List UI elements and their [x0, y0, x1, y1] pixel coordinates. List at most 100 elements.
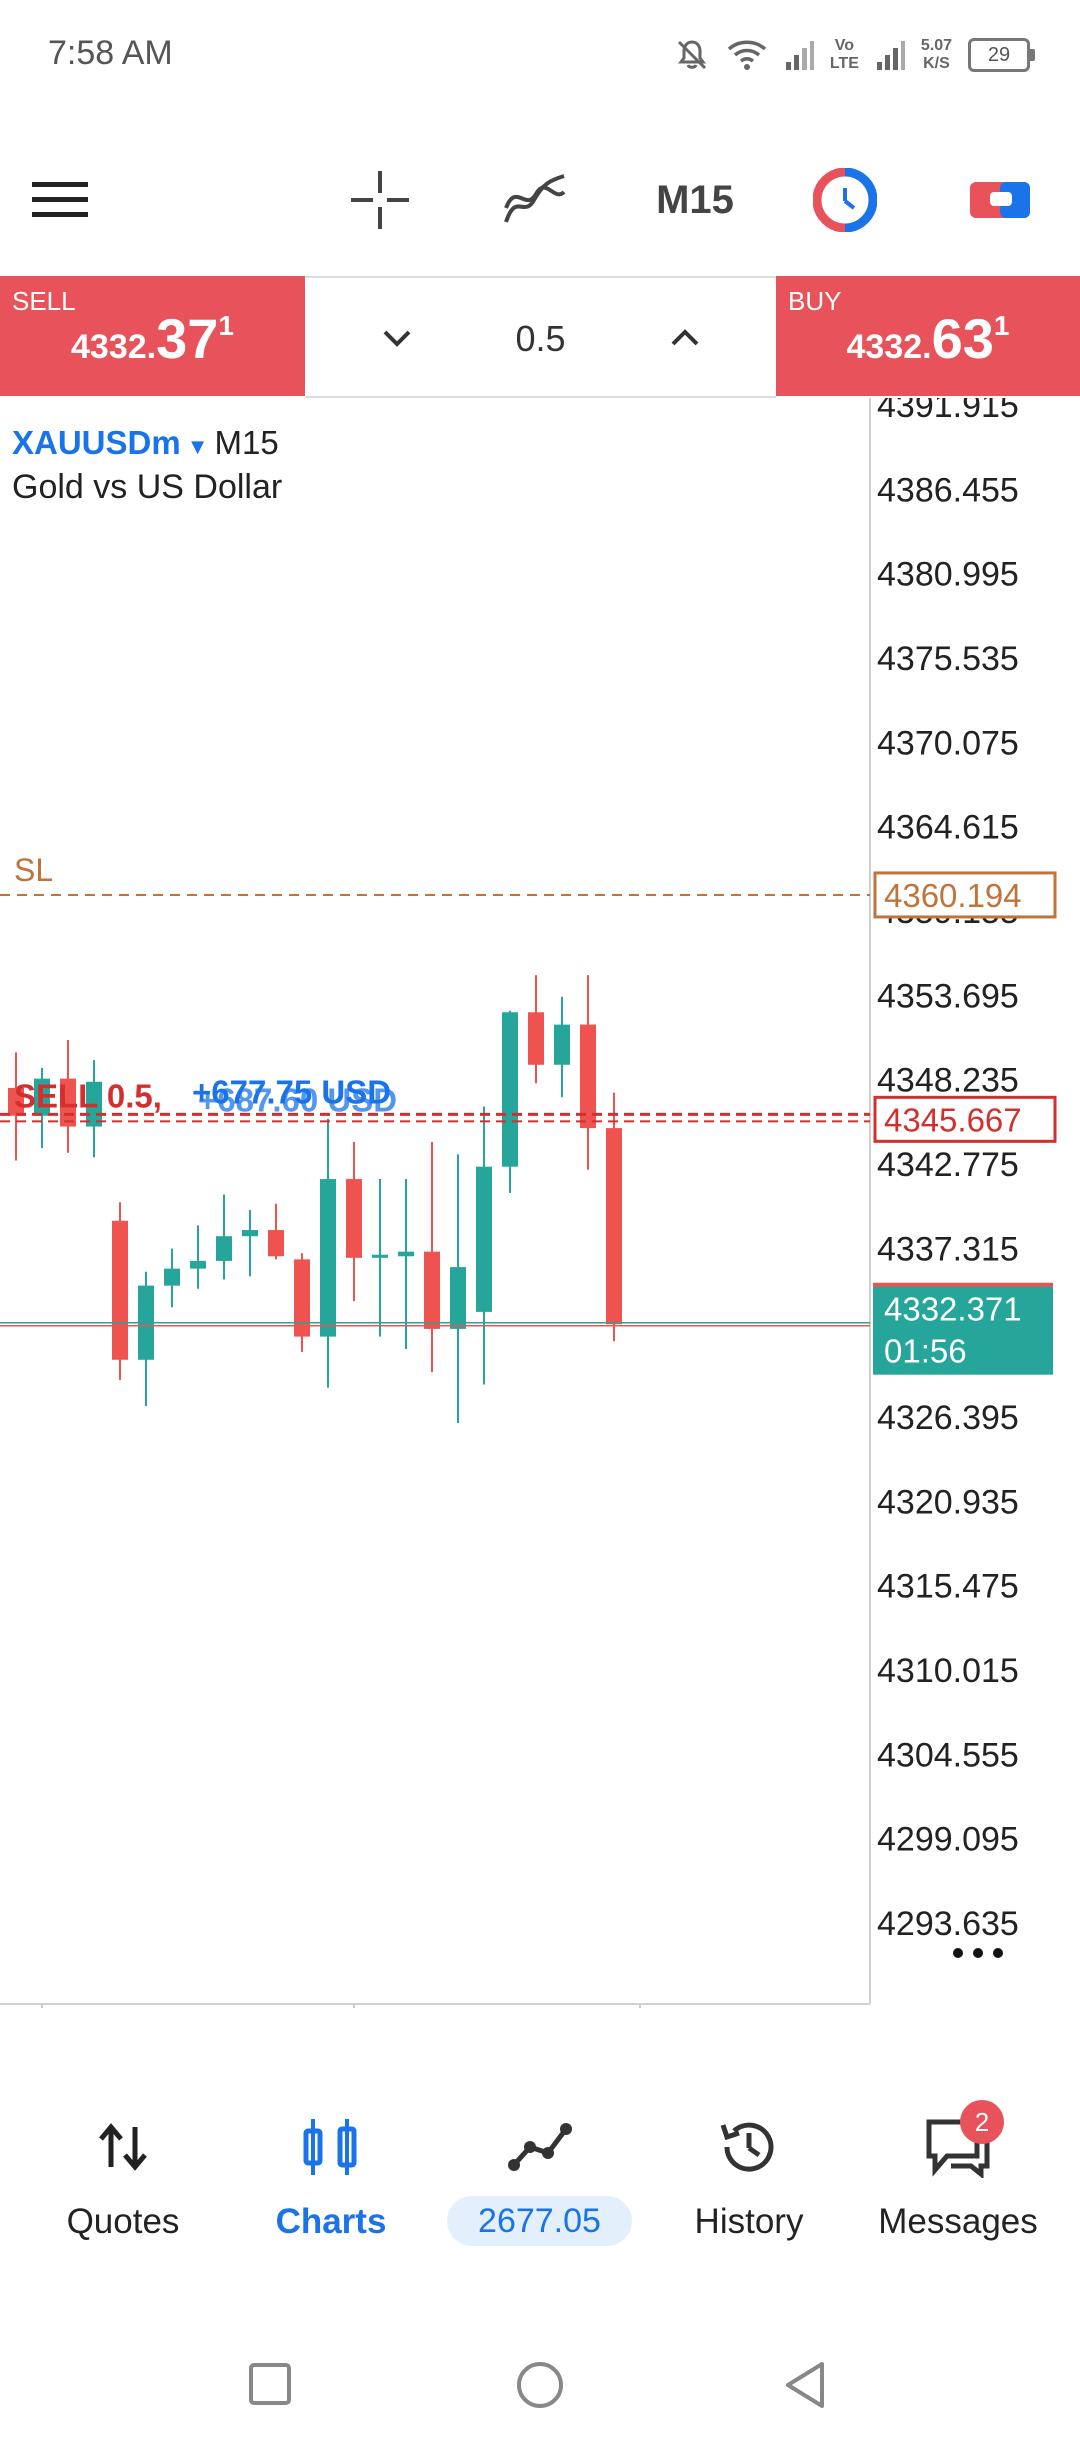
symbol-name[interactable]: XAUUSDm — [12, 424, 181, 461]
trade-graph-icon — [508, 2123, 572, 2171]
price-tick-label: 4315.475 — [877, 1568, 1019, 1606]
one-click-trade-icon — [970, 182, 1030, 218]
hamburger-icon — [32, 182, 88, 217]
bull-candle — [320, 1179, 336, 1337]
net-speed-unit: K/S — [923, 55, 950, 72]
bull-candle — [372, 1254, 388, 1258]
price-tick-label: 4299.095 — [877, 1821, 1019, 1859]
timeframe-button[interactable]: M15 — [656, 177, 734, 222]
bear-candle — [346, 1179, 362, 1258]
crosshair-button[interactable] — [345, 165, 415, 235]
nav-trade[interactable] — [435, 2080, 645, 2260]
volume-decrease-button[interactable] — [367, 308, 427, 368]
price-tick-label: 4342.775 — [877, 1146, 1019, 1184]
square-icon[interactable] — [248, 2362, 292, 2406]
bull-candle — [502, 1012, 518, 1167]
price-tick-label: 4380.995 — [877, 556, 1019, 594]
volume-value[interactable]: 0.5 — [515, 318, 566, 359]
sl-price-tag-box — [873, 871, 1057, 919]
charts-candles-icon — [303, 2119, 357, 2175]
price-tick-label: 4348.235 — [877, 1062, 1019, 1100]
bear-candle — [8, 1087, 24, 1116]
volume-control: 0.5 — [305, 276, 776, 398]
nav-history[interactable]: History — [644, 2080, 854, 2260]
indicators-button[interactable] — [495, 165, 575, 235]
price-tick-label: 4364.615 — [877, 809, 1019, 847]
sl-price-tag: 4360.194 — [884, 877, 1022, 914]
buy-price-big: 63 — [931, 307, 994, 370]
messages-badge: 2 — [960, 2100, 1004, 2144]
bull-candle — [554, 1024, 570, 1065]
net-speed-value: 5.07 — [920, 37, 952, 54]
more-dots-icon[interactable] — [993, 1948, 1003, 1958]
price-tick-label: 4337.315 — [877, 1230, 1019, 1268]
symbol-timeframe: M15 — [214, 424, 279, 461]
sell-price: 4332.371 — [0, 306, 305, 371]
one-click-trade-button[interactable] — [965, 165, 1035, 235]
nav-messages-label: Messages — [878, 2202, 1038, 2241]
circle-icon[interactable] — [515, 2360, 565, 2410]
nav-quotes[interactable]: Quotes — [18, 2080, 228, 2260]
bid-price-tag: 4332.371 — [884, 1291, 1022, 1328]
bull-candle — [216, 1236, 232, 1261]
sell-price-prefix: 4332. — [71, 328, 157, 366]
order-profit-label-overlap: +687.60 USD — [198, 1081, 397, 1118]
mute-bell-icon — [677, 40, 706, 70]
bull-candle — [34, 1078, 50, 1116]
price-tick-label: 4304.555 — [877, 1736, 1019, 1774]
order-price-tag-box — [873, 1095, 1057, 1143]
sell-price-sup: 1 — [218, 310, 234, 341]
more-dots-icon[interactable] — [973, 1948, 983, 1958]
buy-button[interactable]: BUY 4332.631 — [776, 276, 1080, 396]
sell-button[interactable]: SELL 4332.371 — [0, 276, 305, 396]
bottom-navigation: Quotes Charts 2677.05 History Messages 2 — [0, 2080, 1080, 2260]
objects-button[interactable] — [810, 165, 880, 235]
nav-quotes-label: Quotes — [66, 2202, 180, 2241]
nav-charts[interactable]: Charts — [226, 2080, 436, 2260]
signal-icon — [785, 41, 814, 70]
chevron-down-icon — [383, 330, 411, 347]
price-tick-label: 4326.395 — [877, 1399, 1019, 1437]
price-tick-label: 4310.015 — [877, 1652, 1019, 1690]
trade-panel: SELL 4332.371 0.5 BUY 4332.631 — [0, 276, 1080, 398]
bear-candle — [112, 1220, 128, 1360]
symbol-description: Gold vs US Dollar — [12, 468, 283, 506]
bid-price-tag-box — [873, 1284, 1053, 1375]
nav-messages[interactable]: Messages — [853, 2080, 1063, 2260]
order-price-tag: 4345.667 — [884, 1101, 1022, 1138]
bar-countdown: 01:56 — [884, 1333, 967, 1370]
quotes-arrows-icon — [99, 2123, 147, 2171]
volte-indicator: Vo LTE — [830, 37, 859, 73]
equity-balance[interactable]: 2677.05 — [447, 2196, 632, 2246]
system-navigation — [0, 2330, 1080, 2450]
battery-icon: 29 — [968, 38, 1035, 72]
signal-icon-2 — [876, 41, 905, 70]
order-label: SELL 0.5, — [14, 1077, 162, 1114]
history-clock-icon — [720, 2122, 774, 2172]
price-tick-label: 4293.635 — [877, 1905, 1019, 1943]
bull-candle — [476, 1166, 492, 1312]
nav-charts-label: Charts — [275, 2202, 387, 2241]
status-bar: 7:58 AM Vo LTE 5.07 K/S 29 — [0, 0, 1080, 110]
more-dots-icon[interactable] — [953, 1948, 963, 1958]
bear-candle — [580, 1024, 596, 1129]
price-chart[interactable]: 4391.915 4386.455 4380.995 4375.535 4370.075… — [0, 387, 1080, 2050]
chart-canvas[interactable]: 4391.915 4386.455 4380.995 4375.535 4370.075… — [0, 387, 1080, 2050]
symbol-info[interactable]: XAUUSDm ▼ M15 — [12, 424, 279, 462]
triangle-back-icon[interactable] — [782, 2360, 828, 2410]
buy-label: BUY — [788, 286, 842, 316]
indicators-icon — [504, 174, 566, 223]
symbol-caret-icon[interactable]: ▼ — [186, 434, 209, 459]
menu-button[interactable] — [25, 165, 95, 235]
bear-candle — [268, 1230, 284, 1257]
wifi-icon — [727, 40, 766, 70]
stop-loss-label: SL — [14, 852, 53, 888]
chevron-up-icon — [671, 329, 699, 346]
clock-pie-icon — [813, 168, 877, 232]
crosshair-icon — [351, 171, 409, 229]
volume-increase-button[interactable] — [655, 308, 715, 368]
order-profit-label: +677.75 USD — [192, 1073, 391, 1110]
bear-candle — [424, 1251, 440, 1329]
sell-label: SELL — [12, 286, 76, 316]
volte-label: Vo — [834, 37, 854, 54]
